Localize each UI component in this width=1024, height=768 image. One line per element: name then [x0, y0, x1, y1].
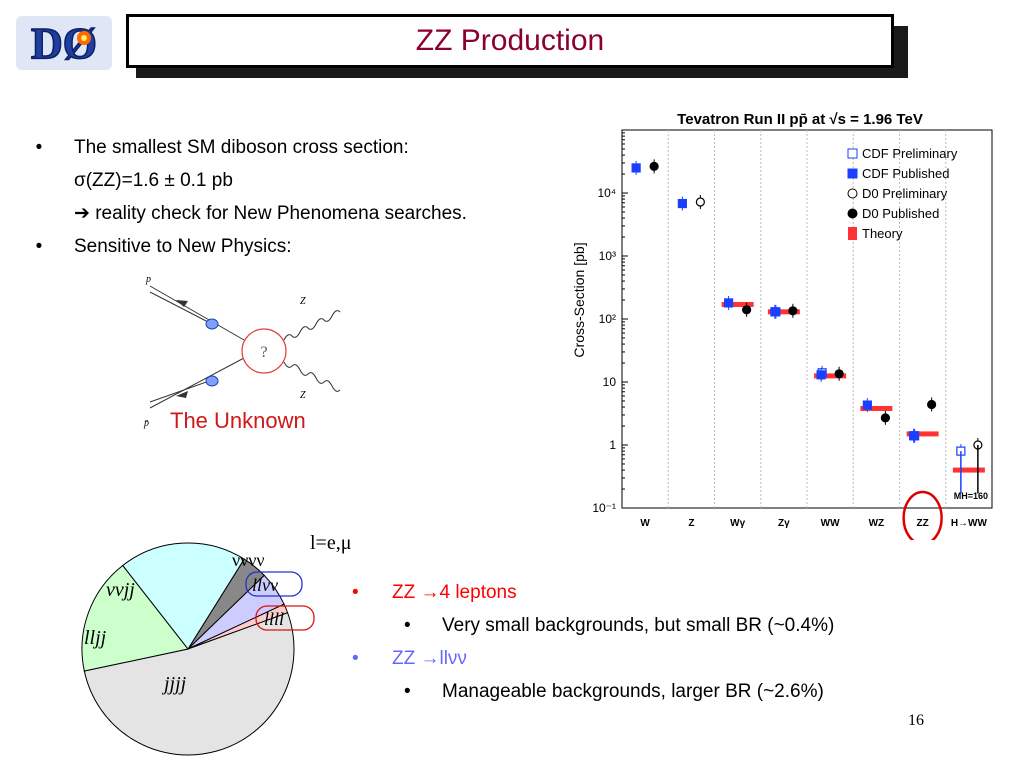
lepton-definition: l=e,μ	[310, 532, 352, 554]
chart-theory-band	[814, 373, 847, 379]
right-arrow-icon: ➔	[74, 203, 90, 224]
chart-point	[770, 307, 780, 317]
decay-1-sub-text: Very small backgrounds, but small BR (~0…	[442, 615, 835, 636]
cross-section-chart: Tevatron Run II pp̄ at √s = 1.96 TeV Cro…	[560, 100, 1000, 546]
chart-point	[927, 399, 937, 410]
chart-point	[834, 369, 844, 379]
chart-point	[631, 163, 641, 173]
bullet-dot: •	[404, 681, 411, 702]
pie-label-jjjj: jjjj	[161, 673, 187, 695]
chart-point	[695, 197, 705, 207]
bullet-dot: •	[35, 137, 43, 158]
chart-legend-label: Theory	[862, 226, 903, 241]
pie-label-llnn: llνν	[252, 575, 278, 595]
chart-theory-band	[906, 431, 939, 437]
chart-legend-marker	[848, 227, 857, 240]
bullet-1-formula: σ(ZZ)=1.6 ± 0.1 pb	[74, 170, 233, 191]
chart-ytick-label: 10	[603, 375, 617, 389]
antiproton-label: p̄	[143, 418, 149, 429]
chart-legend-marker	[847, 148, 858, 159]
chart-point	[677, 198, 687, 209]
pie-label-llll: llll	[264, 609, 284, 629]
z-bottom-label: Z	[300, 390, 306, 401]
the-unknown-label: The Unknown	[170, 408, 306, 433]
chart-ytick-label: 10²	[599, 312, 616, 326]
decay-2-label: ZZ →llνν	[392, 648, 467, 669]
chart-point	[909, 431, 919, 441]
decay-2-sub-text: Manageable backgrounds, larger BR (~2.6%…	[442, 681, 824, 702]
chart-ytick-label: 10⁴	[597, 186, 616, 200]
chart-annotation: MH=160	[954, 491, 988, 501]
proton-label: p	[145, 274, 151, 285]
chart-svg: Tevatron Run II pp̄ at √s = 1.96 TeV Cro…	[571, 111, 993, 546]
chart-ytick-label: 10³	[599, 249, 616, 263]
chart-point	[742, 305, 752, 315]
chart-xtick-label: Z	[688, 518, 694, 529]
bullet-1-arrow-text: reality check for New Phenomena searches…	[95, 203, 467, 224]
chart-xtick-label: W	[640, 518, 650, 529]
unknown-question: ?	[260, 344, 267, 361]
page-number: 16	[908, 712, 924, 729]
chart-legend-marker	[847, 208, 858, 219]
chart-legend-label: D0 Published	[862, 206, 939, 221]
pie-slice-jjjj	[83, 612, 295, 756]
chart-ytick-label: 10⁻¹	[592, 501, 616, 515]
pie-label-nnjj: ννjj	[106, 579, 135, 601]
bullet-1-text: The smallest SM diboson cross section:	[74, 137, 409, 158]
chart-xtick-label: Wγ	[730, 518, 745, 529]
chart-point	[816, 370, 826, 380]
chart-title: Tevatron Run II pp̄ at √s = 1.96 TeV	[677, 111, 923, 128]
llll-highlight	[255, 605, 315, 631]
new-physics-diagram: p p̄ Z Z ? The Unknown	[140, 268, 370, 440]
llnn-highlight	[245, 571, 303, 597]
chart-point	[788, 306, 798, 316]
chart-point	[862, 400, 872, 410]
bullet-dot: •	[404, 615, 411, 636]
bullet-dot: •	[35, 236, 43, 257]
chart-xtick-label: Zγ	[778, 518, 790, 529]
chart-point	[724, 298, 734, 308]
chart-legend-marker	[847, 188, 858, 199]
chart-ylabel: Cross-Section [pb]	[571, 242, 587, 357]
title-box: ZZ Production	[126, 14, 894, 68]
chart-xtick-label: H→WW	[951, 518, 988, 529]
pie-label-nnnn: νννν	[232, 550, 265, 570]
chart-theory-band	[767, 309, 800, 315]
chart-xtick-label: ZZ	[917, 518, 929, 529]
bullet-1-arrow-line: ➔ reality check for New Phenomena search…	[74, 203, 467, 225]
page-title: ZZ Production	[415, 24, 605, 57]
chart-point	[649, 161, 659, 171]
chart-point	[880, 413, 890, 423]
chart-theory-band	[952, 467, 985, 473]
bullet-2-text: Sensitive to New Physics:	[74, 236, 292, 257]
bullet-dot: •	[352, 582, 359, 603]
bullet-dot: •	[352, 648, 359, 669]
chart-ytick-label: 1	[609, 438, 616, 452]
chart-theory-band	[721, 301, 754, 307]
chart-legend-label: CDF Preliminary	[862, 146, 958, 161]
chart-theory-band	[860, 405, 893, 411]
z-top-label: Z	[300, 296, 306, 307]
d0-logo: DØ	[14, 12, 114, 74]
chart-xtick-label: WZ	[869, 518, 885, 529]
chart-xtick-label: WW	[821, 518, 840, 529]
chart-legend-label: CDF Published	[862, 166, 949, 181]
pie-slice-nnjj	[122, 542, 245, 650]
pie-slice-lljj	[81, 564, 189, 672]
chart-legend-marker	[847, 168, 858, 179]
pie-label-lljj: lljj	[84, 627, 107, 649]
zz-decay-pie: ννjj lljj jjjj νννν llνν llll	[58, 532, 318, 758]
chart-legend-label: D0 Preliminary	[862, 186, 948, 201]
decay-1-label: ZZ →4 leptons	[392, 582, 517, 603]
